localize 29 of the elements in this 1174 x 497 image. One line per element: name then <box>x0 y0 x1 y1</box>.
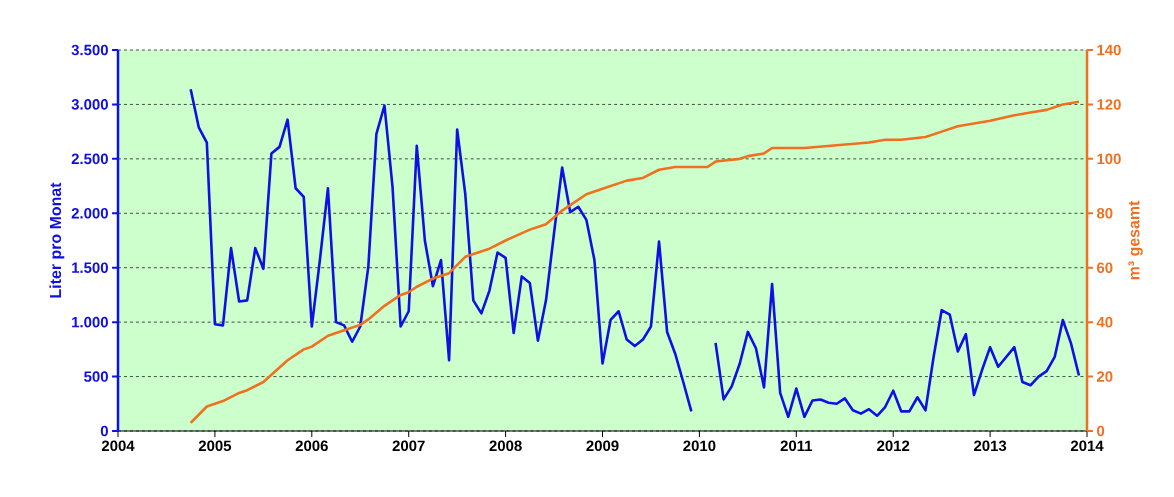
y2-tick-label: 60 <box>1097 262 1113 273</box>
y-tick-label: 3.500 <box>71 44 108 56</box>
y2-tick-label: 0 <box>1097 425 1105 437</box>
x-tick-label: 2007 <box>392 440 425 452</box>
y2-tick-label: 80 <box>1096 207 1113 219</box>
y2-tick-label: 20 <box>1096 371 1113 382</box>
y-tick-label: 1.000 <box>72 316 108 328</box>
x-tick-label: 2008 <box>489 440 522 452</box>
x-tick-label: 2004 <box>101 440 135 452</box>
x-tick-label: 2014 <box>1070 440 1104 452</box>
y-tick-label: 2.500 <box>71 153 108 165</box>
y2-axis-title: m³ gesamt <box>1128 200 1143 280</box>
x-tick-label: 2010 <box>683 440 716 452</box>
y2-tick-label: 140 <box>1097 44 1121 56</box>
y2-tick-label: 120 <box>1097 99 1121 110</box>
x-tick-label: 2009 <box>586 440 619 452</box>
y2-tick-label: 40 <box>1096 316 1113 328</box>
y-tick-label: 0 <box>100 425 108 437</box>
x-tick-label: 2011 <box>780 440 813 452</box>
y2-tick-label: 100 <box>1097 153 1121 165</box>
y-tick-label: 3.000 <box>71 99 108 110</box>
y-axis-title: Liter pro Monat <box>49 182 65 298</box>
x-tick-label: 2013 <box>974 440 1007 452</box>
y-tick-label: 500 <box>84 371 108 382</box>
y-tick-label: 1.500 <box>72 262 108 273</box>
x-tick-label: 2006 <box>295 440 328 452</box>
x-tick-label: 2012 <box>877 440 910 452</box>
x-tick-label: 2005 <box>198 440 232 452</box>
y-tick-label: 2.000 <box>71 207 108 219</box>
